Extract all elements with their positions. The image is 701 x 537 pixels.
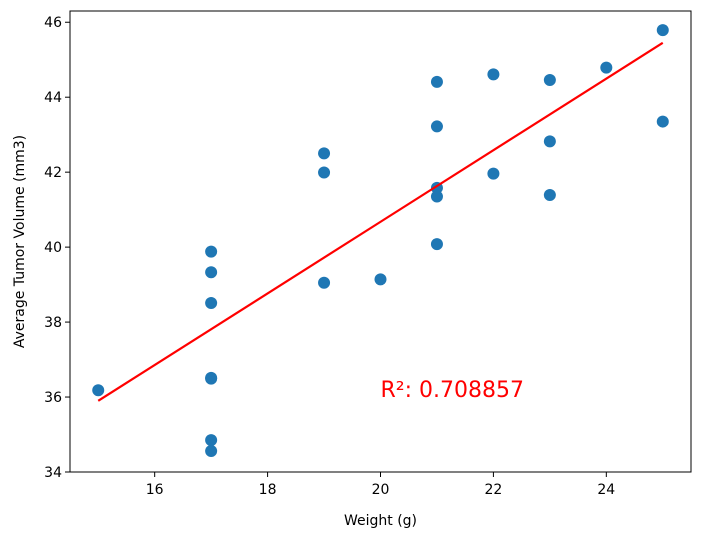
data-point — [205, 372, 218, 385]
data-point — [430, 238, 443, 251]
y-tick-label: 40 — [44, 240, 62, 256]
y-axis-label: Average Tumor Volume (mm3) — [12, 135, 28, 348]
r-squared-annotation: R²: 0.708857 — [381, 378, 524, 403]
x-tick-label: 22 — [484, 482, 502, 498]
x-tick-label: 18 — [259, 482, 277, 498]
data-point — [205, 445, 218, 458]
data-point — [92, 384, 105, 397]
data-point — [600, 61, 613, 74]
data-point — [205, 434, 218, 447]
y-tick-label: 44 — [44, 90, 62, 106]
data-point — [487, 167, 500, 180]
y-tick-label: 36 — [44, 390, 62, 406]
y-tick-label: 38 — [44, 315, 62, 331]
data-point — [318, 276, 331, 289]
data-point — [543, 189, 556, 202]
data-point — [374, 273, 387, 286]
data-point — [543, 73, 556, 86]
x-tick-label: 16 — [146, 482, 164, 498]
x-axis-label: Weight (g) — [344, 513, 417, 529]
y-tick-label: 46 — [44, 15, 62, 31]
y-tick-label: 42 — [44, 165, 62, 181]
x-tick-label: 20 — [372, 482, 390, 498]
data-point — [318, 147, 331, 160]
data-point — [430, 75, 443, 88]
regression-line — [97, 41, 664, 402]
plot-layer: 16 18 20 22 24 34 36 38 40 42 44 46 — [44, 10, 692, 498]
data-point — [656, 115, 669, 128]
y-tick-label: 34 — [44, 465, 62, 481]
data-point — [430, 190, 443, 203]
x-tick-label: 24 — [597, 482, 615, 498]
data-point — [543, 135, 556, 148]
data-point — [205, 266, 218, 279]
data-point — [205, 296, 218, 309]
data-point — [656, 24, 669, 37]
data-point — [318, 166, 331, 179]
data-point — [205, 245, 218, 258]
data-point — [487, 68, 500, 81]
data-point — [430, 120, 443, 133]
